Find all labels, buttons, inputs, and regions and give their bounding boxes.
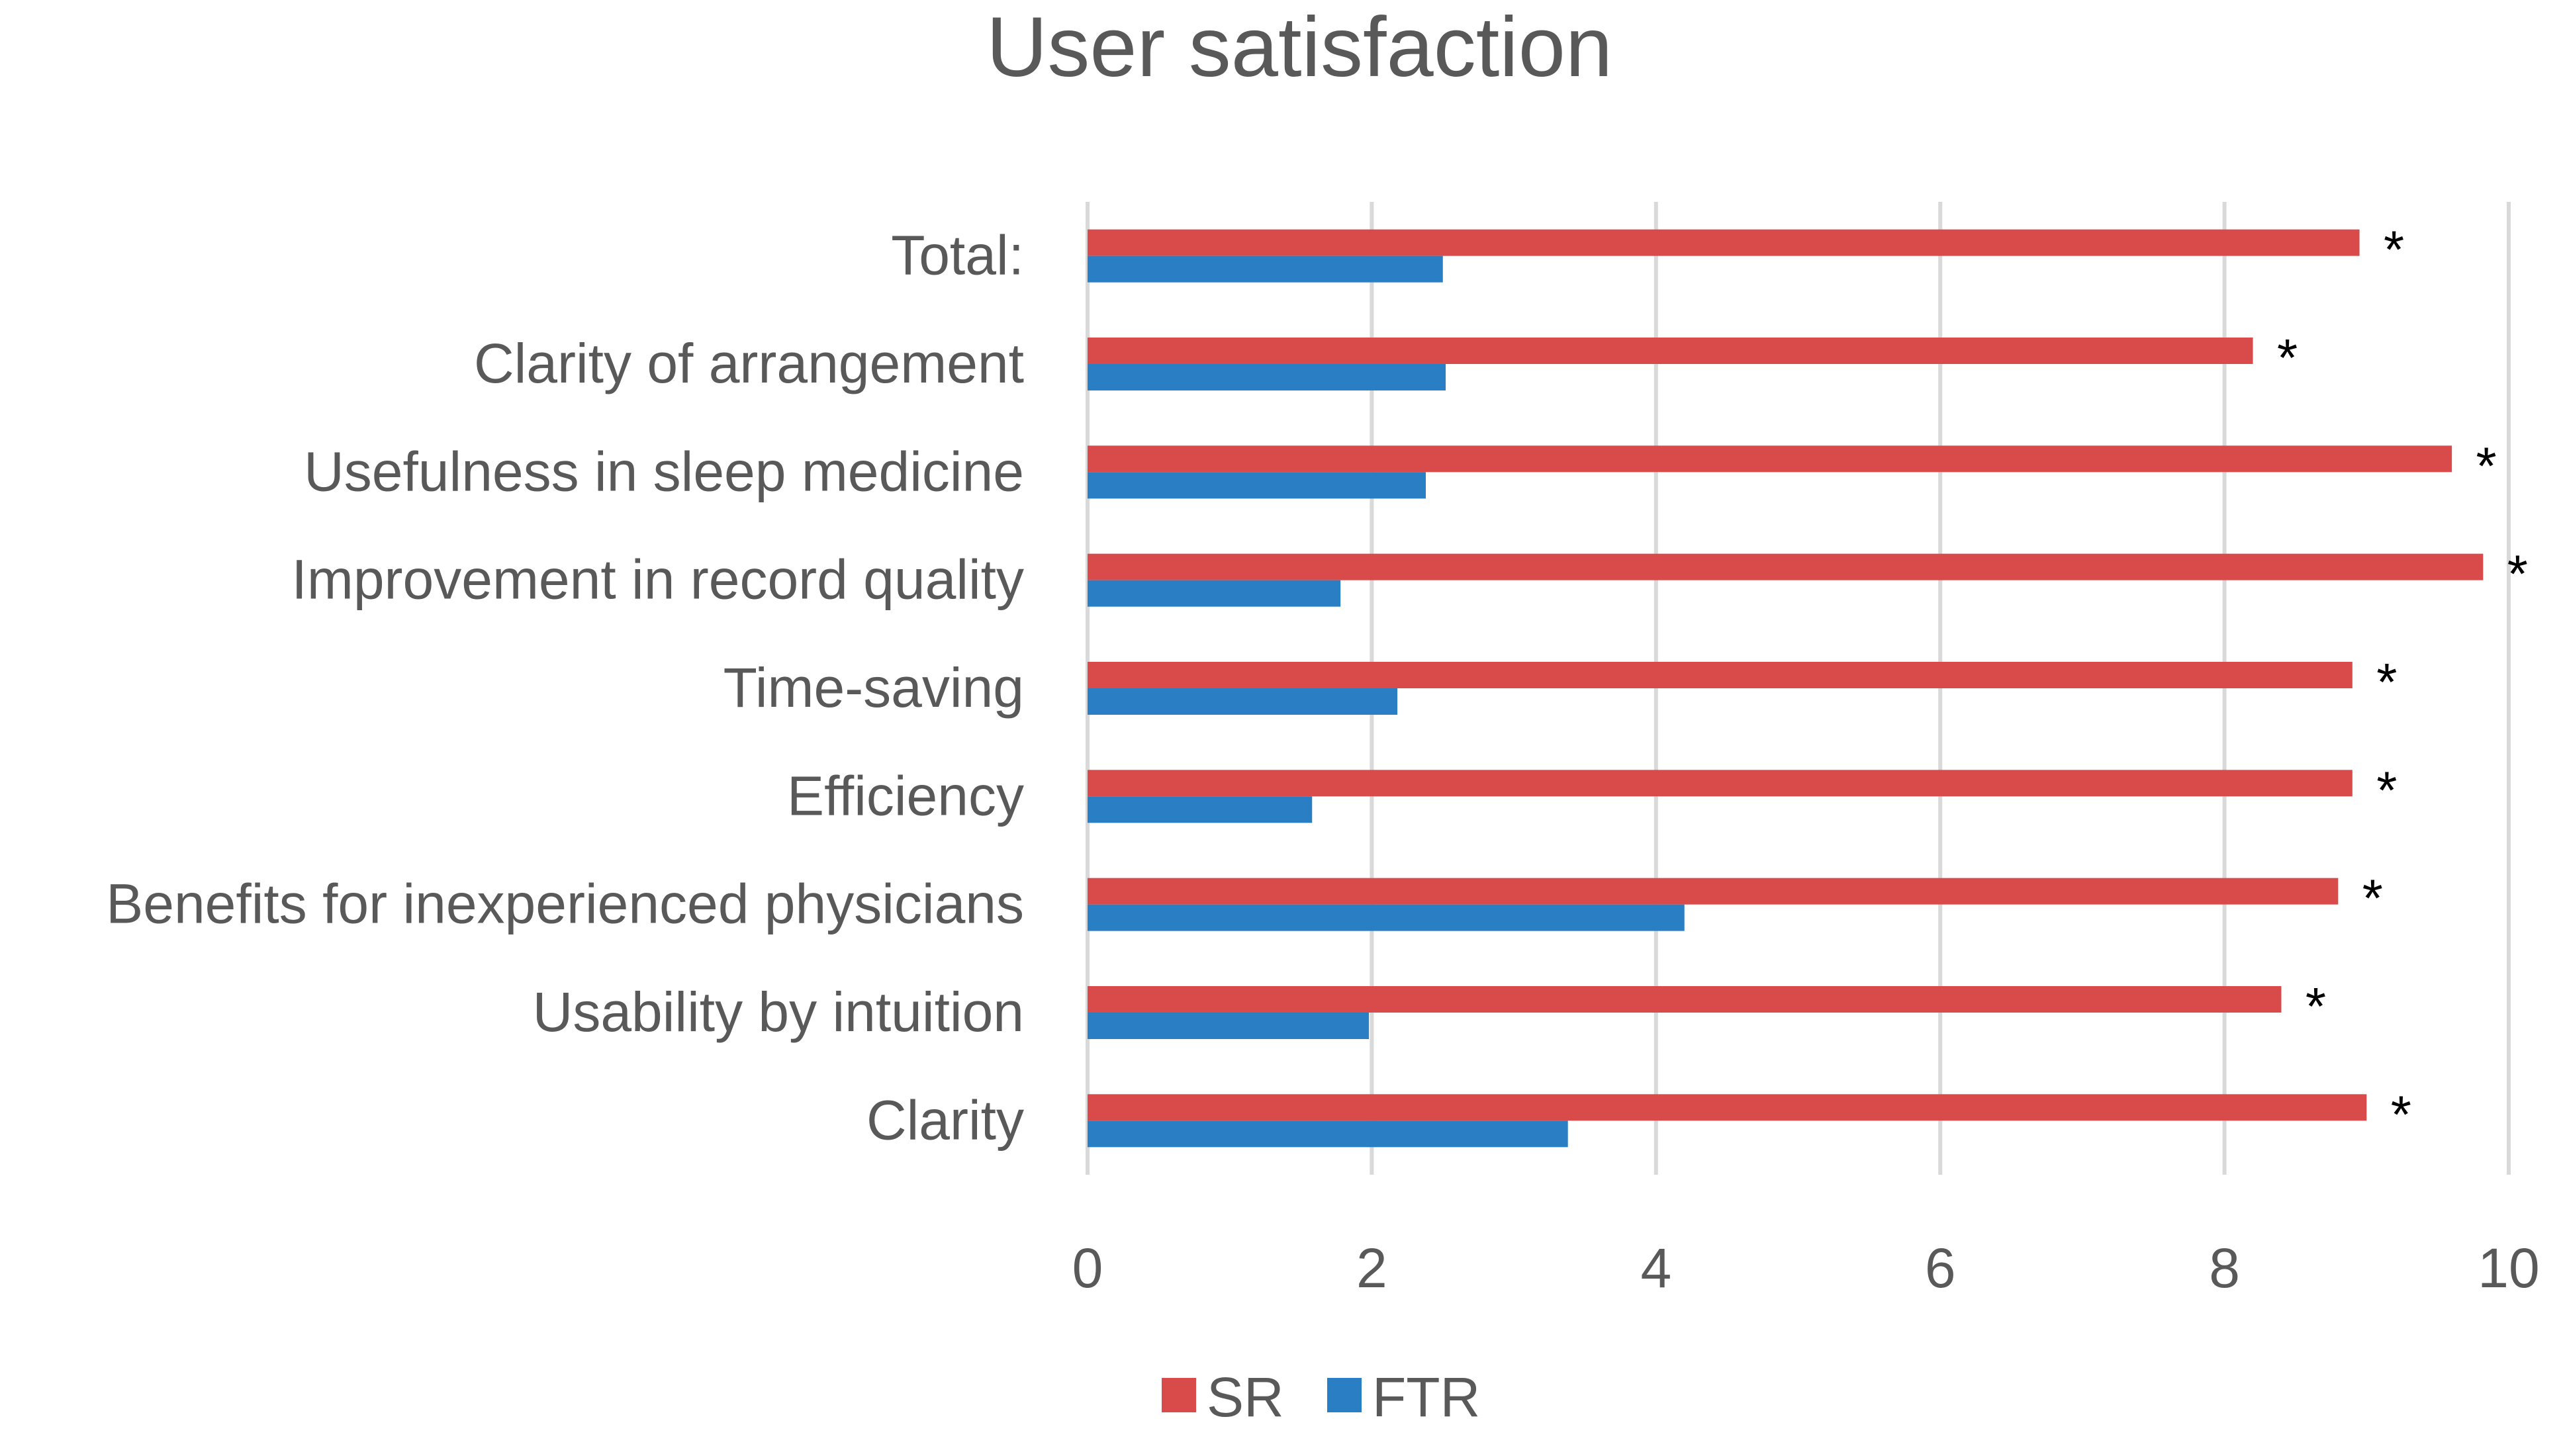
category-label-3: Improvement in record quality bbox=[292, 549, 1024, 611]
bar-sr-8 bbox=[1088, 1094, 2367, 1121]
category-label-6: Benefits for inexperienced physicians bbox=[106, 873, 1024, 935]
bar-sr-4 bbox=[1088, 662, 2353, 688]
bar-sr-1 bbox=[1088, 338, 2253, 364]
significance-marker-8: * bbox=[2391, 1085, 2411, 1144]
significance-marker-0: * bbox=[2384, 220, 2404, 279]
bar-sr-7 bbox=[1088, 986, 2282, 1013]
significance-marker-5: * bbox=[2376, 760, 2397, 819]
bar-sr-2 bbox=[1088, 445, 2452, 473]
category-label-0: Total: bbox=[891, 224, 1024, 287]
legend: SR FTR bbox=[1162, 1366, 1480, 1428]
x-tick-label-5: 10 bbox=[2478, 1237, 2539, 1299]
category-label-5: Efficiency bbox=[787, 764, 1024, 827]
bars bbox=[1088, 229, 2484, 1148]
category-label-2: Usefulness in sleep medicine bbox=[304, 440, 1024, 502]
category-label-1: Clarity of arrangement bbox=[474, 332, 1024, 394]
bar-ftr-0 bbox=[1088, 255, 1443, 283]
legend-label-sr: SR bbox=[1207, 1366, 1284, 1428]
significance-marker-7: * bbox=[2306, 977, 2326, 1036]
category-label-8: Clarity bbox=[866, 1089, 1024, 1151]
x-tick-label-4: 8 bbox=[2209, 1237, 2240, 1299]
bar-ftr-3 bbox=[1088, 580, 1341, 607]
significance-marker-4: * bbox=[2376, 653, 2397, 711]
x-tick-label-1: 2 bbox=[1356, 1237, 1387, 1299]
bar-ftr-4 bbox=[1088, 688, 1398, 715]
significance-marker-2: * bbox=[2476, 436, 2497, 495]
bar-sr-5 bbox=[1088, 770, 2353, 797]
bar-ftr-8 bbox=[1088, 1120, 1568, 1148]
legend-swatch-ftr bbox=[1327, 1378, 1362, 1412]
bar-ftr-7 bbox=[1088, 1013, 1370, 1039]
category-labels: Total: Clarity of arrangement Usefulness i… bbox=[106, 224, 1024, 1152]
x-tick-label-3: 6 bbox=[1925, 1237, 1956, 1299]
x-tick-label-0: 0 bbox=[1072, 1237, 1103, 1299]
bar-ftr-5 bbox=[1088, 796, 1313, 823]
bar-sr-0 bbox=[1088, 229, 2360, 256]
x-tick-labels: 0 2 4 6 8 10 bbox=[1072, 1237, 2540, 1299]
chart-title: User satisfaction bbox=[986, 0, 1612, 95]
significance-marker-3: * bbox=[2507, 545, 2528, 604]
x-tick-label-2: 4 bbox=[1640, 1237, 1671, 1299]
bar-ftr-2 bbox=[1088, 472, 1426, 499]
legend-label-ftr: FTR bbox=[1372, 1366, 1480, 1428]
bar-sr-3 bbox=[1088, 553, 2484, 580]
annotations: ********* bbox=[2277, 220, 2528, 1144]
bar-ftr-1 bbox=[1088, 364, 1446, 390]
significance-marker-1: * bbox=[2277, 328, 2298, 387]
legend-swatch-sr bbox=[1162, 1378, 1196, 1412]
significance-marker-6: * bbox=[2362, 869, 2383, 928]
bar-ftr-6 bbox=[1088, 904, 1685, 931]
bar-sr-6 bbox=[1088, 878, 2339, 905]
category-label-7: Usability by intuition bbox=[533, 981, 1024, 1043]
category-label-4: Time-saving bbox=[723, 657, 1024, 719]
